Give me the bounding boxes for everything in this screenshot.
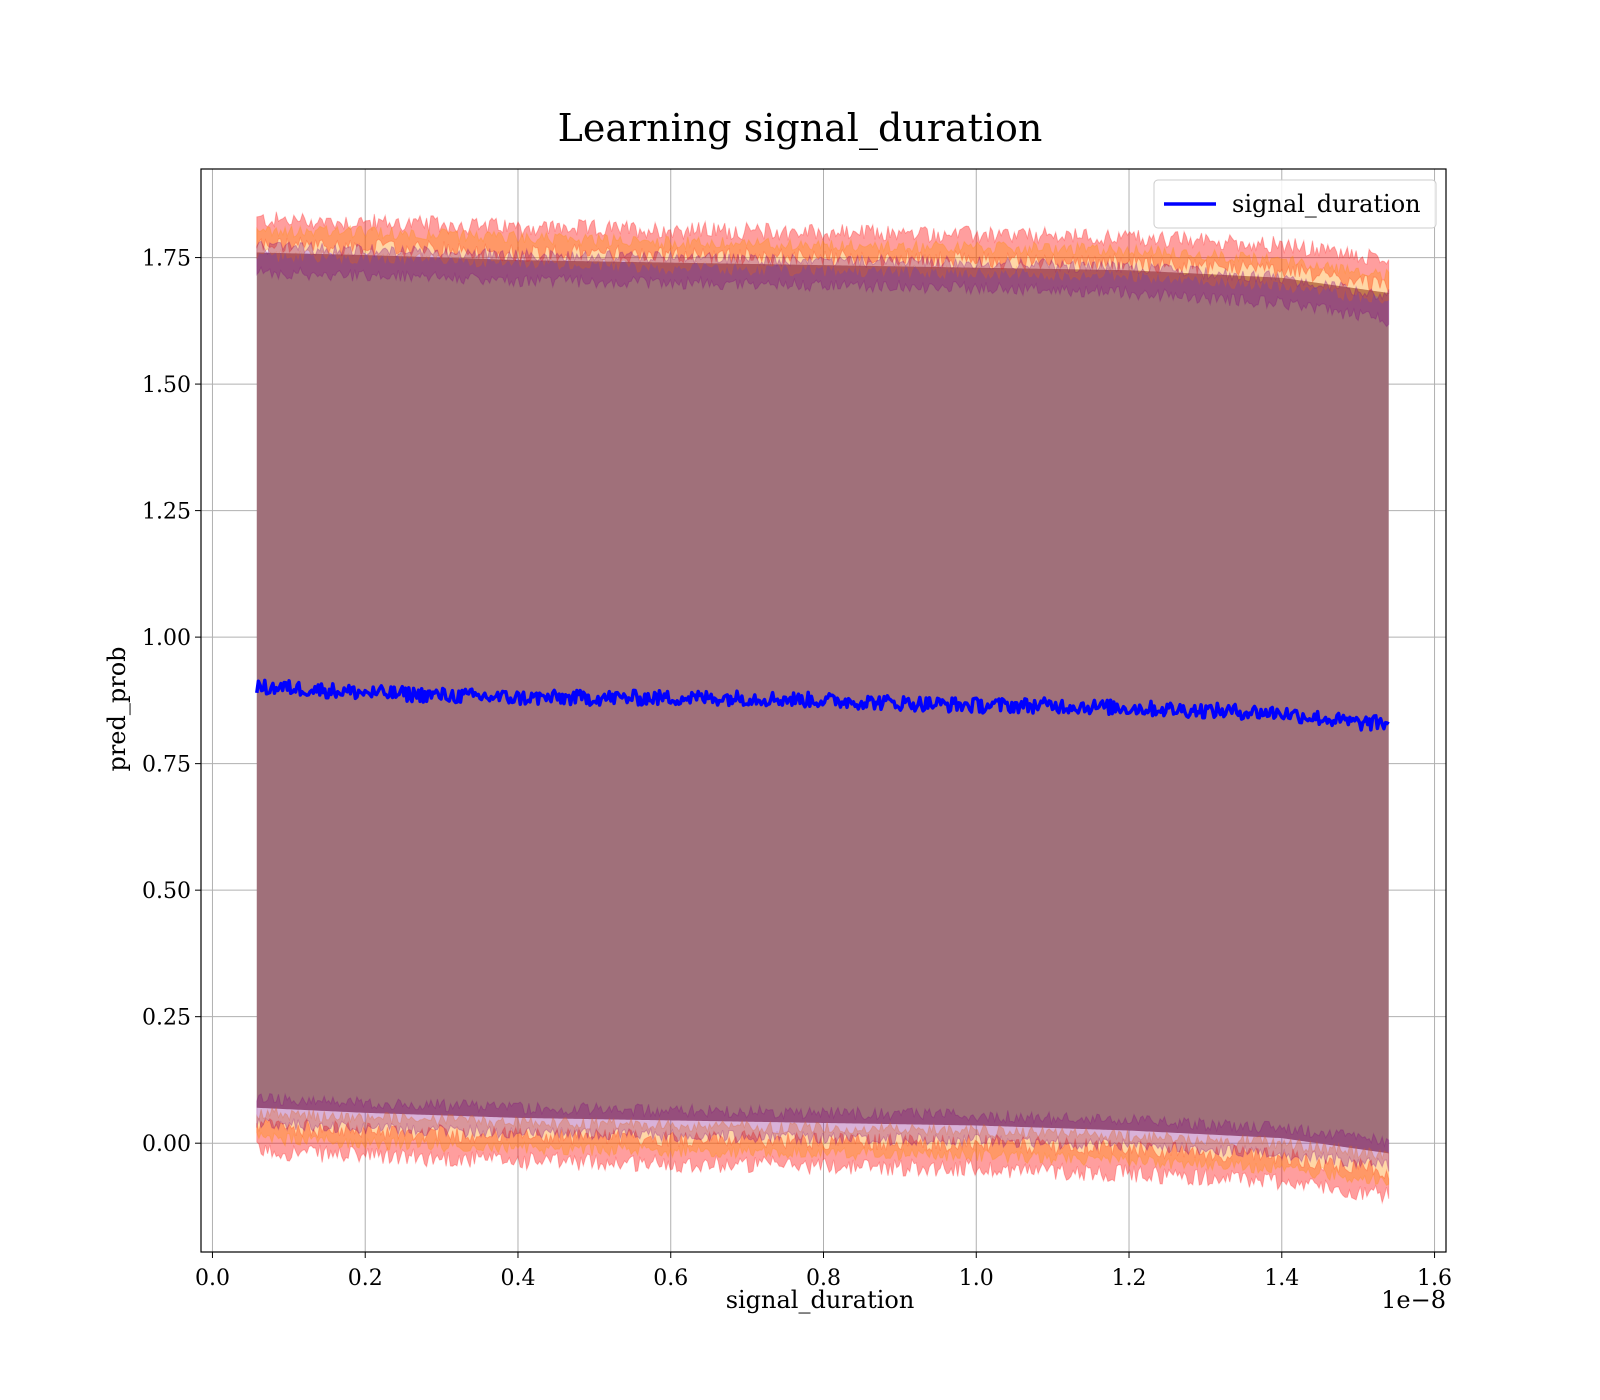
x-axis-offset-label: 1e−8: [1381, 1286, 1446, 1314]
y-tick-label: 0.00: [142, 1132, 191, 1157]
y-tick-label: 0.75: [142, 753, 191, 778]
x-tick-label: 1.6: [1417, 1266, 1452, 1291]
y-tick-label: 0.25: [142, 1006, 191, 1031]
y-tick-label: 1.75: [142, 247, 191, 272]
x-tick-label: 1.2: [1112, 1266, 1147, 1291]
y-axis-label: pred_prob: [103, 646, 131, 771]
band-upper-middle: [256, 224, 1390, 304]
x-tick-label: 1.4: [1264, 1266, 1299, 1291]
band-upper-outer: [256, 211, 1390, 295]
band-lower-outer: [256, 1117, 1390, 1205]
chart-title: Learning signal_duration: [558, 106, 1043, 151]
x-axis-label: signal_duration: [726, 1286, 915, 1314]
x-tick-label: 0.8: [806, 1266, 841, 1291]
band-lower-middle: [256, 1106, 1390, 1187]
x-tick-label: 0.4: [500, 1266, 535, 1291]
x-tick-label: 0.2: [348, 1266, 383, 1291]
x-tick-label: 1.0: [959, 1266, 994, 1291]
legend: signal_duration: [1153, 179, 1437, 229]
x-tick-label: 0.6: [653, 1266, 688, 1291]
y-tick-label: 1.25: [142, 500, 191, 525]
x-tick-label: 0.0: [195, 1266, 230, 1291]
legend-box: [1153, 179, 1437, 229]
y-tick-label: 1.50: [142, 373, 191, 398]
legend-label: signal_duration: [1232, 190, 1421, 218]
band-lower-inner: [256, 1092, 1390, 1172]
series-line: [255, 678, 1390, 732]
plot-area: 0.0 0.2 0.4 0.6 0.8 1.0 1.2 1.4 1.6 0.00 0.25 0.50 0…: [142, 168, 1452, 1291]
y-tick-label: 0.50: [142, 879, 191, 904]
band-upper-inner: [256, 240, 1390, 328]
y-tick-label: 1.00: [142, 626, 191, 651]
